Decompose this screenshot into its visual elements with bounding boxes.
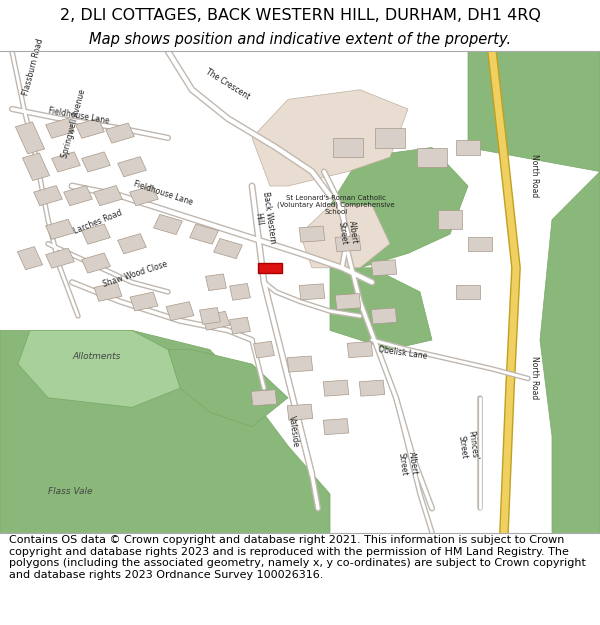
Bar xyxy=(456,140,480,155)
Bar xyxy=(166,302,194,321)
Bar xyxy=(82,253,110,273)
Bar xyxy=(46,118,74,138)
Text: Albert
Street: Albert Street xyxy=(337,220,359,246)
Text: Flassburn Road: Flassburn Road xyxy=(21,38,45,96)
Bar xyxy=(417,148,447,167)
Bar xyxy=(299,226,325,242)
Polygon shape xyxy=(168,349,288,427)
Text: Shaw Wood Close: Shaw Wood Close xyxy=(102,260,169,289)
Polygon shape xyxy=(330,268,432,349)
Text: The Crescent: The Crescent xyxy=(204,67,251,101)
Polygon shape xyxy=(540,171,600,532)
Bar xyxy=(347,342,373,357)
Bar xyxy=(154,214,182,234)
Text: Fieldhouse Lane: Fieldhouse Lane xyxy=(132,179,194,208)
Text: Obelisk Lane: Obelisk Lane xyxy=(378,346,428,361)
Text: Back Western
Hill: Back Western Hill xyxy=(251,191,277,246)
Bar xyxy=(468,236,492,251)
Bar xyxy=(258,263,282,272)
Bar xyxy=(335,236,361,252)
Text: St Leonard's Roman Catholic
(Voluntary Aided) Comprehensive
School: St Leonard's Roman Catholic (Voluntary A… xyxy=(277,195,395,216)
Bar xyxy=(438,210,462,229)
Text: North Road: North Road xyxy=(530,154,539,198)
Text: Fieldhouse Lane: Fieldhouse Lane xyxy=(48,106,110,126)
Polygon shape xyxy=(300,205,390,268)
Polygon shape xyxy=(468,51,600,171)
Text: Springwell Avenue: Springwell Avenue xyxy=(60,88,87,159)
Bar xyxy=(206,274,226,291)
Bar xyxy=(287,356,313,372)
Bar xyxy=(230,318,250,334)
Bar xyxy=(118,234,146,254)
Bar xyxy=(94,186,122,206)
Text: Contains OS data © Crown copyright and database right 2021. This information is : Contains OS data © Crown copyright and d… xyxy=(9,535,586,580)
Bar xyxy=(359,380,385,396)
Bar xyxy=(34,186,62,206)
Bar xyxy=(82,224,110,244)
Bar xyxy=(371,260,397,276)
Text: Flass Vale: Flass Vale xyxy=(48,487,92,496)
Bar xyxy=(251,390,277,406)
Bar xyxy=(190,224,218,244)
Bar xyxy=(46,248,74,268)
Bar xyxy=(323,380,349,396)
Text: Valeside: Valeside xyxy=(287,415,301,448)
Polygon shape xyxy=(0,331,330,532)
Bar xyxy=(202,311,230,330)
Polygon shape xyxy=(330,148,468,268)
Bar xyxy=(287,404,313,420)
Bar xyxy=(52,152,80,172)
Text: Albert
Street: Albert Street xyxy=(397,451,419,477)
Text: Princes'
Street: Princes' Street xyxy=(457,430,479,462)
Bar xyxy=(375,128,405,148)
Polygon shape xyxy=(252,90,408,186)
Bar xyxy=(17,247,43,270)
Bar xyxy=(371,308,397,324)
Polygon shape xyxy=(18,331,180,408)
Text: North Road: North Road xyxy=(530,356,539,400)
Bar xyxy=(76,118,104,138)
Bar xyxy=(118,157,146,177)
Bar xyxy=(130,292,158,311)
Bar xyxy=(335,294,361,309)
Bar xyxy=(46,219,74,239)
Bar xyxy=(94,282,122,301)
Bar xyxy=(64,186,92,206)
Bar xyxy=(333,138,363,157)
Bar xyxy=(82,152,110,172)
Text: Larches Road: Larches Road xyxy=(72,209,123,236)
Text: 2, DLI COTTAGES, BACK WESTERN HILL, DURHAM, DH1 4RQ: 2, DLI COTTAGES, BACK WESTERN HILL, DURH… xyxy=(59,8,541,23)
Bar xyxy=(22,153,50,181)
Bar xyxy=(200,308,220,324)
Bar xyxy=(214,239,242,259)
Text: Allotments: Allotments xyxy=(72,352,121,361)
Bar xyxy=(130,186,158,206)
Bar xyxy=(323,419,349,434)
Bar xyxy=(230,284,250,300)
Bar xyxy=(299,284,325,300)
Bar xyxy=(106,123,134,143)
Text: Map shows position and indicative extent of the property.: Map shows position and indicative extent… xyxy=(89,32,511,48)
Bar xyxy=(456,284,480,299)
Bar xyxy=(16,122,44,154)
Bar xyxy=(254,341,274,358)
